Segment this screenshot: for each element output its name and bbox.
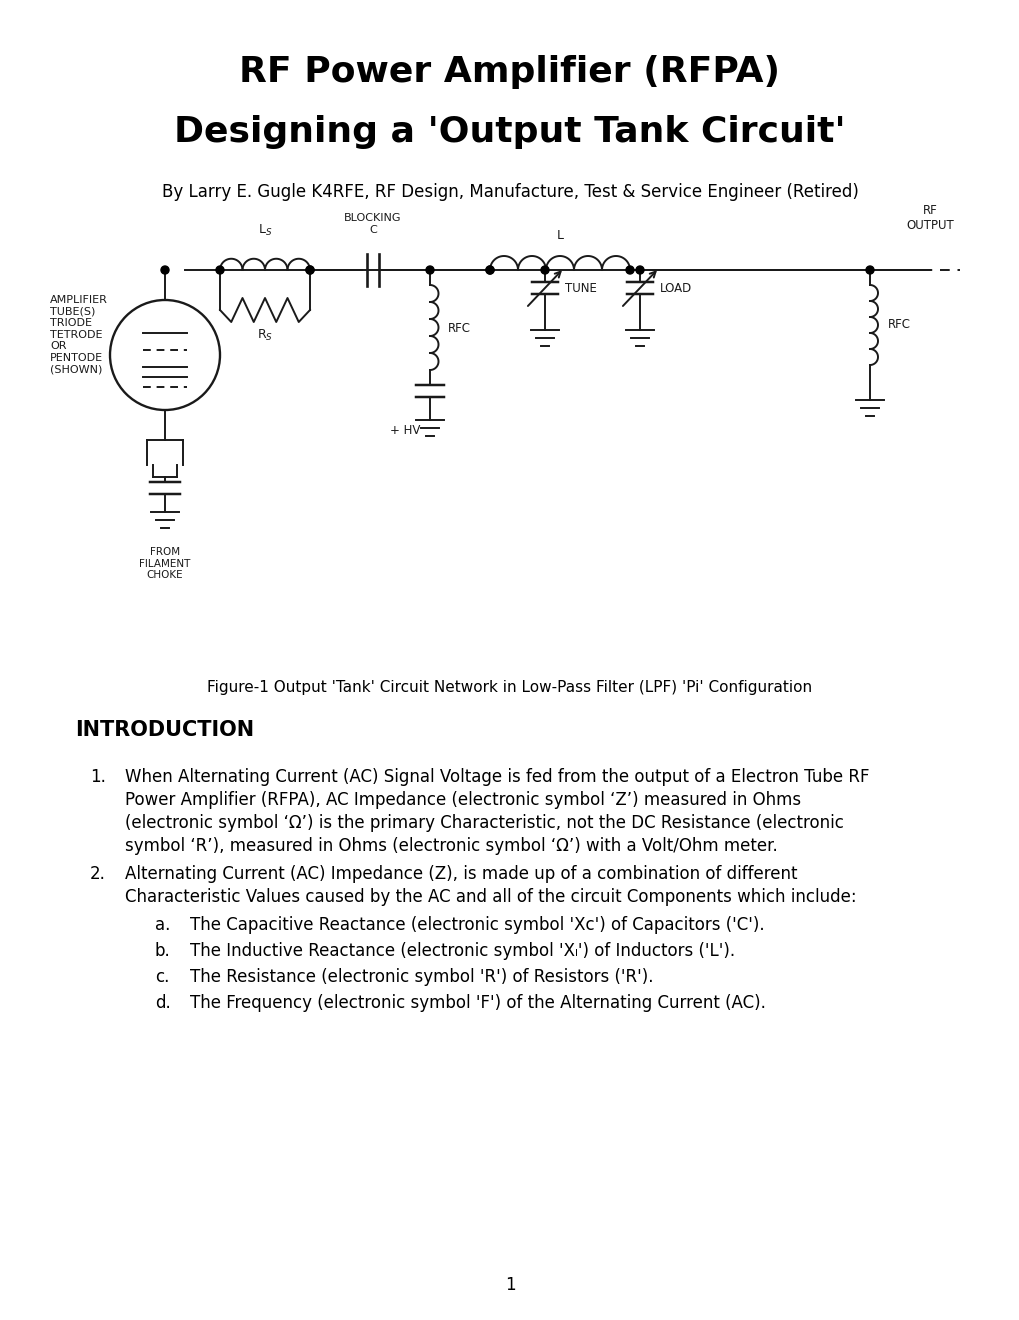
Text: FROM
FILAMENT
CHOKE: FROM FILAMENT CHOKE [140,546,191,581]
Text: 1: 1 [504,1276,515,1294]
Circle shape [306,267,314,275]
Text: c.: c. [155,968,169,986]
Circle shape [485,267,493,275]
Text: LOAD: LOAD [659,281,692,294]
Text: The Capacitive Reactance (electronic symbol 'Xc') of Capacitors ('C').: The Capacitive Reactance (electronic sym… [190,916,764,935]
Text: symbol ‘R’), measured in Ohms (electronic symbol ‘Ω’) with a Volt/Ohm meter.: symbol ‘R’), measured in Ohms (electroni… [125,837,777,855]
Text: The Resistance (electronic symbol 'R') of Resistors ('R').: The Resistance (electronic symbol 'R') o… [190,968,653,986]
Text: + HV: + HV [389,424,420,437]
Text: RFC: RFC [447,322,471,334]
Text: Figure-1 Output 'Tank' Circuit Network in Low-Pass Filter (LPF) 'Pi' Configurati: Figure-1 Output 'Tank' Circuit Network i… [207,680,812,696]
Circle shape [540,267,548,275]
Text: By Larry E. Gugle K4RFE, RF Design, Manufacture, Test & Service Engineer (Retire: By Larry E. Gugle K4RFE, RF Design, Manu… [161,183,858,201]
Text: AMPLIFIER
TUBE(S)
TRIODE
TETRODE
OR
PENTODE
(SHOWN): AMPLIFIER TUBE(S) TRIODE TETRODE OR PENT… [50,294,108,375]
Circle shape [426,267,433,275]
Circle shape [485,267,493,275]
Text: RFC: RFC [888,318,910,331]
Text: The Frequency (electronic symbol 'F') of the Alternating Current (AC).: The Frequency (electronic symbol 'F') of… [190,994,765,1012]
Text: Characteristic Values caused by the AC and all of the circuit Components which i: Characteristic Values caused by the AC a… [125,888,856,906]
Circle shape [626,267,634,275]
Circle shape [636,267,643,275]
Circle shape [161,267,169,275]
Text: Designing a 'Output Tank Circuit': Designing a 'Output Tank Circuit' [174,115,845,149]
Text: RF Power Amplifier (RFPA): RF Power Amplifier (RFPA) [239,55,780,88]
Text: a.: a. [155,916,170,935]
Text: 1.: 1. [90,768,106,785]
Text: Power Amplifier (RFPA), AC Impedance (electronic symbol ‘Z’) measured in Ohms: Power Amplifier (RFPA), AC Impedance (el… [125,791,800,809]
Text: The Inductive Reactance (electronic symbol 'Xₗ') of Inductors ('L').: The Inductive Reactance (electronic symb… [190,942,735,960]
Circle shape [306,267,314,275]
Text: BLOCKING
C: BLOCKING C [344,214,401,235]
Text: (electronic symbol ‘Ω’) is the primary Characteristic, not the DC Resistance (el: (electronic symbol ‘Ω’) is the primary C… [125,814,843,832]
Text: RF
OUTPUT: RF OUTPUT [905,205,953,232]
Circle shape [865,267,873,275]
Text: R$_S$: R$_S$ [257,327,273,343]
Circle shape [216,267,224,275]
Text: b.: b. [155,942,170,960]
Text: 2.: 2. [90,865,106,883]
Text: L: L [556,228,562,242]
Text: When Alternating Current (AC) Signal Voltage is fed from the output of a Electro: When Alternating Current (AC) Signal Vol… [125,768,868,785]
Text: d.: d. [155,994,170,1012]
Text: TUNE: TUNE [565,281,596,294]
Text: L$_S$: L$_S$ [258,223,272,238]
Text: Alternating Current (AC) Impedance (Z), is made up of a combination of different: Alternating Current (AC) Impedance (Z), … [125,865,797,883]
Text: INTRODUCTION: INTRODUCTION [75,719,254,741]
